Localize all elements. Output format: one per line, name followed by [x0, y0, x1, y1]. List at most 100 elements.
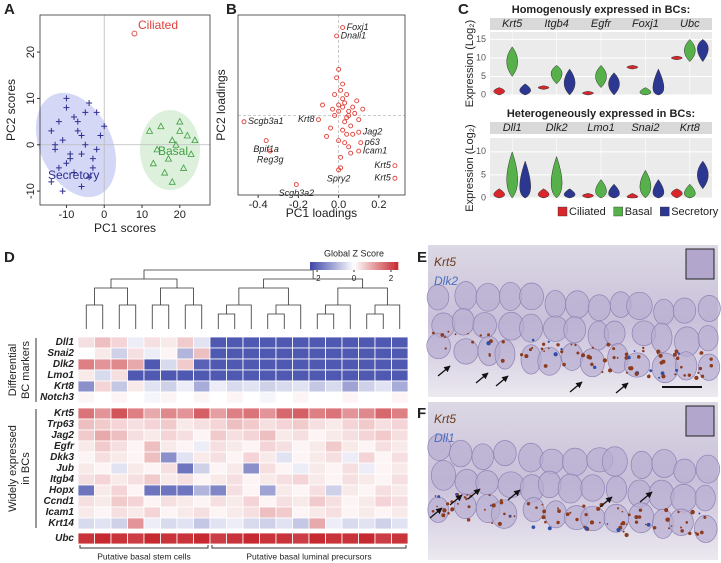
stain-dot [638, 508, 643, 512]
data-point [101, 123, 108, 130]
stain-dot [646, 522, 651, 527]
heatmap-cell [176, 517, 194, 530]
data-point [350, 131, 356, 137]
heatmap-cell [110, 517, 128, 530]
heatmap-cell [341, 473, 359, 486]
cell [563, 316, 587, 344]
heatmap-cell [325, 451, 343, 464]
colorbar-step [321, 262, 324, 270]
violin [697, 39, 709, 63]
heatmap-cell [259, 473, 277, 486]
heatmap-cell [110, 336, 128, 349]
colorbar-step [354, 262, 357, 270]
stain-dot [434, 495, 437, 497]
data-point [324, 133, 329, 139]
data-point [183, 131, 192, 139]
data-point [48, 178, 55, 185]
heatmap-cell [292, 440, 310, 453]
heatmap-cell [391, 380, 409, 393]
heatmap-cell [325, 506, 343, 519]
arrow [615, 382, 629, 394]
heatmap-cell [226, 369, 244, 382]
heatmap-cell [226, 336, 244, 349]
heatmap-cell [358, 369, 376, 382]
heatmap-cell [358, 440, 376, 453]
stain-dot [541, 503, 544, 506]
legend-label: Secretory [671, 206, 719, 218]
heatmap-cell [176, 336, 194, 349]
stain-dot [524, 354, 529, 359]
data-point [342, 119, 348, 125]
data-point [63, 95, 70, 102]
dendrogram [160, 287, 194, 305]
row-label: Dlk2 [53, 359, 75, 370]
heatmap-cell [77, 391, 95, 404]
heatmap-cell [275, 336, 293, 349]
arrow [449, 494, 463, 506]
data-point [59, 137, 66, 144]
y-axis-label: Expression (Log₂) [464, 20, 476, 107]
heatmap-cell [242, 380, 260, 393]
gene-label: Krt8 [298, 114, 315, 124]
heatmap-cell [275, 358, 293, 371]
heatmap-cell [209, 391, 227, 404]
heatmap-cell [110, 369, 128, 382]
stain-dot [649, 369, 653, 373]
heatmap-cell [160, 462, 178, 475]
heatmap-cell [259, 429, 277, 442]
heatmap-cell [308, 391, 326, 404]
heatmap-cell [358, 532, 376, 545]
dendrogram [143, 269, 314, 279]
row-label: Icam1 [46, 507, 75, 518]
heatmap-cell [341, 347, 359, 360]
heatmap-cell [374, 451, 392, 464]
stain-dot [680, 529, 684, 533]
heatmap-cell [160, 347, 178, 360]
heatmap-cell [325, 380, 343, 393]
violin [582, 91, 594, 96]
cell [565, 290, 590, 319]
colorbar-step [362, 262, 366, 270]
heatmap-cell [77, 532, 95, 545]
stain-dot [625, 523, 628, 526]
heatmap-cell [341, 418, 359, 431]
cell [624, 352, 651, 378]
heatmap-cell [160, 506, 178, 519]
stain-dot [652, 525, 657, 530]
cell [651, 449, 677, 478]
heatmap-cell [110, 473, 128, 486]
stain-dot [677, 352, 680, 355]
cell [472, 312, 497, 339]
heatmap-cell [160, 517, 178, 530]
row-label: Dkk3 [50, 452, 74, 463]
heatmap-cell [341, 336, 359, 349]
heatmap-cell [127, 418, 145, 431]
gene-strip-label: Itgb4 [544, 18, 568, 30]
heatmap-cell [325, 517, 343, 530]
stain-dot [624, 533, 629, 538]
heatmap-cell [358, 407, 376, 420]
dendrogram [325, 304, 351, 329]
panel-e: E Krt5 Dlk2 [417, 245, 721, 397]
stain-dot [471, 340, 475, 344]
heatmap-cell [308, 418, 326, 431]
colorbar-step [347, 262, 350, 270]
heatmap-cell [391, 462, 409, 475]
cell [651, 352, 679, 384]
data-point [360, 106, 366, 112]
stain-dot [540, 347, 544, 351]
heatmap-cell [160, 532, 178, 545]
heatmap-cell [77, 517, 95, 530]
heatmap-cell [127, 506, 145, 519]
data-point [330, 106, 336, 112]
x-axis-label: PC1 scores [94, 221, 156, 235]
heatmap-cell [341, 358, 359, 371]
column-group-label: Putative basal stem cells [97, 551, 191, 561]
heatmap-cell [209, 473, 227, 486]
colorbar-step [332, 262, 335, 270]
heatmap-cell [308, 347, 326, 360]
stain-dot [634, 371, 639, 376]
data-point [334, 75, 340, 81]
heatmap-cell [391, 407, 409, 420]
stain-dot [535, 506, 538, 510]
